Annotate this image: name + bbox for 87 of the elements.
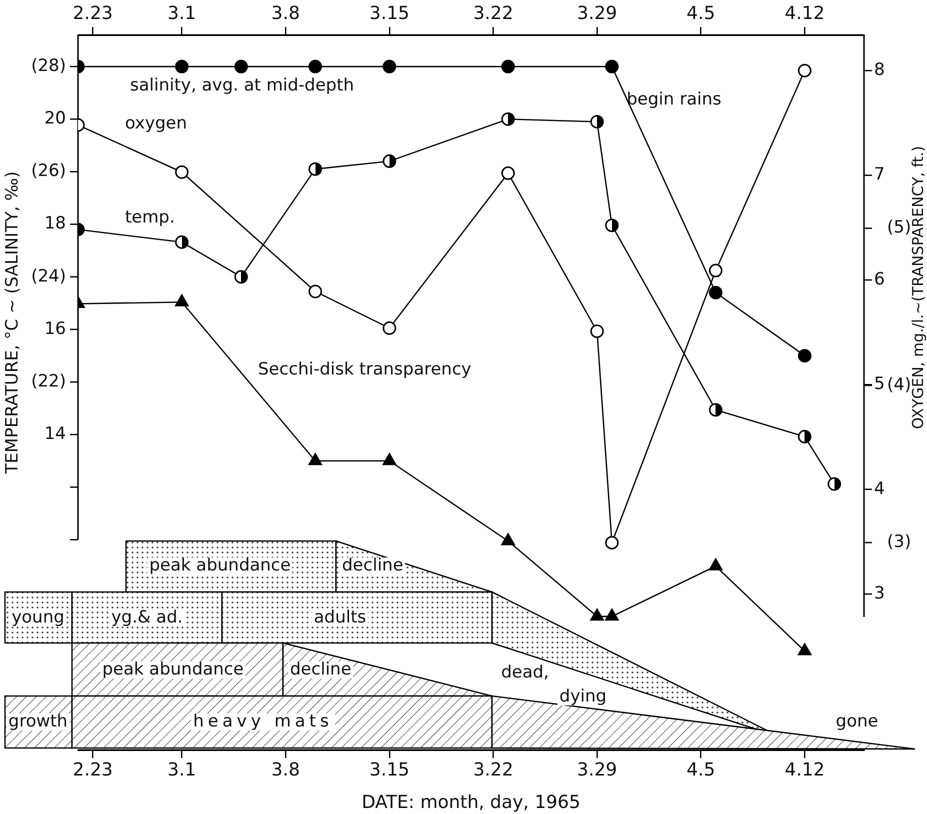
annotation: gone [834,712,880,732]
y-tick-label: (28) [31,56,66,76]
y3-tick-label: 6 [874,269,885,290]
point [590,324,604,338]
point [708,558,723,570]
annotation: decline [288,660,354,680]
y2-tick-label: (4) [887,374,912,395]
x-tick-label: 3.29 [577,759,618,780]
point [175,60,189,74]
series-label: oxygen [125,113,188,134]
point [234,60,248,74]
y-tick-label: (26) [31,161,66,182]
annotation: peak abundance [147,556,293,576]
point [175,294,189,306]
annotation: dead, [499,662,551,682]
point [501,166,515,180]
x-tick-label: 4.12 [784,759,825,780]
x-tick-label: 3.8 [271,759,300,780]
annotation: dying [557,686,609,706]
point [708,264,722,278]
x-tick-label: 4.12 [784,2,825,24]
point [501,533,515,546]
y3-tick-label: 5 [874,374,885,394]
x-tick-label: 3.8 [271,2,300,24]
point [828,477,842,491]
annotation: peak abundance [100,660,246,680]
point [501,112,515,126]
annotation: adults [312,608,368,628]
y3-tick-label: 7 [874,164,885,185]
x-tick-label: 3.22 [473,759,514,780]
point [308,162,322,176]
point [308,60,322,74]
y2-axis-title: OXYGEN, mg./l.~(TRANSPARENCY, ft.) [908,146,927,430]
point [798,643,812,656]
x-tick-label: 3.22 [473,2,514,24]
series-label: salinity, avg. at mid-depth [130,75,354,96]
y2-tick-label: (3) [887,532,912,552]
y2-tick-label: 20 [44,108,66,129]
point [798,430,812,444]
point [798,64,812,78]
y3-tick-label: 4 [874,478,885,499]
x-tick-label: 3.15 [369,759,410,780]
point [175,235,189,249]
annotation: begin rains [626,90,722,110]
point [605,60,619,74]
point [308,453,322,466]
x-tick-label: 3.29 [577,2,618,24]
y-tick-label: (22) [31,371,66,392]
point [382,453,396,466]
point [382,60,396,74]
y2-tick-label: 16 [44,318,66,339]
series-label: temp. [125,207,175,228]
y2-tick-label: 18 [44,214,66,234]
x-tick-label: 3.15 [369,2,410,24]
y-tick-label: (24) [31,266,66,286]
point [501,60,515,74]
annotation: heavy mats [191,712,335,732]
point [798,348,812,362]
x-tick-label: 3.1 [167,759,196,780]
point [590,114,604,128]
point [708,403,722,417]
y2-tick-label: (5) [887,218,912,238]
y3-tick-label: 8 [874,60,885,80]
point [590,608,604,621]
point [382,154,396,168]
point [605,608,619,621]
x-tick-label: 4.5 [686,759,716,780]
text: growth [6,712,70,732]
point [382,321,396,335]
point [175,165,189,179]
annotation: yg.& ad. [109,608,185,628]
y3-tick-label: 3 [874,583,885,604]
y-axis-title: TEMPERATURE, °C ~ (SALINITY, ‰) [2,171,22,475]
text: young [10,608,66,628]
series-label: Secchi-disk transparency [258,359,472,380]
point [308,284,322,298]
annotation: decline [340,556,406,576]
x-tick-label: 2.23 [72,759,113,780]
y2-tick-label: 14 [44,424,66,444]
x-tick-label: 3.1 [167,2,196,24]
x-axis-title: DATE: month, day, 1965 [362,792,580,813]
x-tick-label: 2.23 [72,2,113,24]
point [605,218,619,232]
point [708,286,722,300]
x-tick-label: 4.5 [686,2,716,24]
point [234,270,248,284]
point [605,536,619,550]
